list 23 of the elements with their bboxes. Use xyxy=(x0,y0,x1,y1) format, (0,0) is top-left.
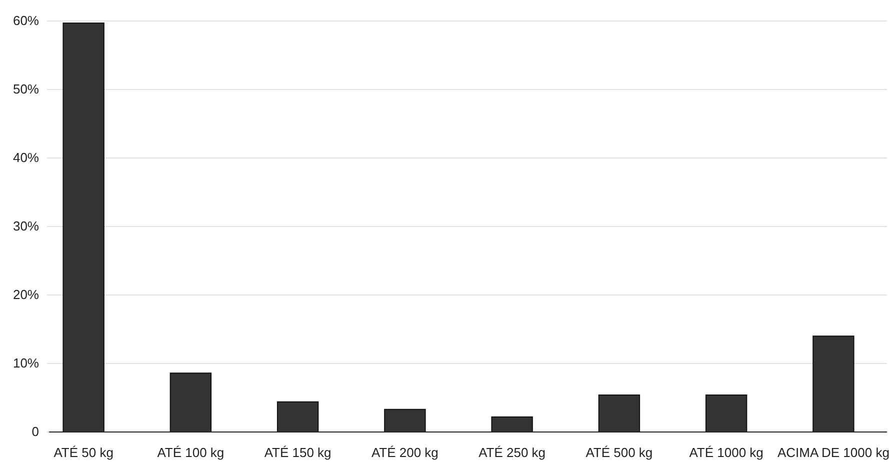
x-tick-label: ATÉ 100 kg xyxy=(157,445,224,460)
y-tick-label: 10% xyxy=(12,356,40,371)
bar xyxy=(170,372,212,432)
bar xyxy=(598,394,640,432)
x-tick-label: ATÉ 500 kg xyxy=(586,445,653,460)
x-tick-label: ATÉ 50 kg xyxy=(54,445,114,460)
x-tick-label: ACIMA DE 1000 kg xyxy=(777,445,889,460)
y-tick-label: 30% xyxy=(12,218,40,234)
y-tick-label: 50% xyxy=(12,82,40,97)
x-tick-label: ATÉ 1000 kg xyxy=(689,445,764,460)
bar xyxy=(812,336,854,432)
y-tick-label: 0 xyxy=(32,424,39,440)
y-tick-label: 60% xyxy=(12,13,40,28)
y-tick-label: 40% xyxy=(12,150,40,166)
bar xyxy=(384,408,426,432)
y-tick-label: 20% xyxy=(12,287,40,302)
bar xyxy=(705,394,748,432)
bar xyxy=(491,416,533,432)
x-tick-label: ATÉ 250 kg xyxy=(478,445,546,460)
x-tick-label: ATÉ 150 kg xyxy=(264,445,332,460)
bar xyxy=(276,401,319,432)
bar xyxy=(62,22,104,432)
x-tick-label: ATÉ 200 kg xyxy=(371,445,438,460)
